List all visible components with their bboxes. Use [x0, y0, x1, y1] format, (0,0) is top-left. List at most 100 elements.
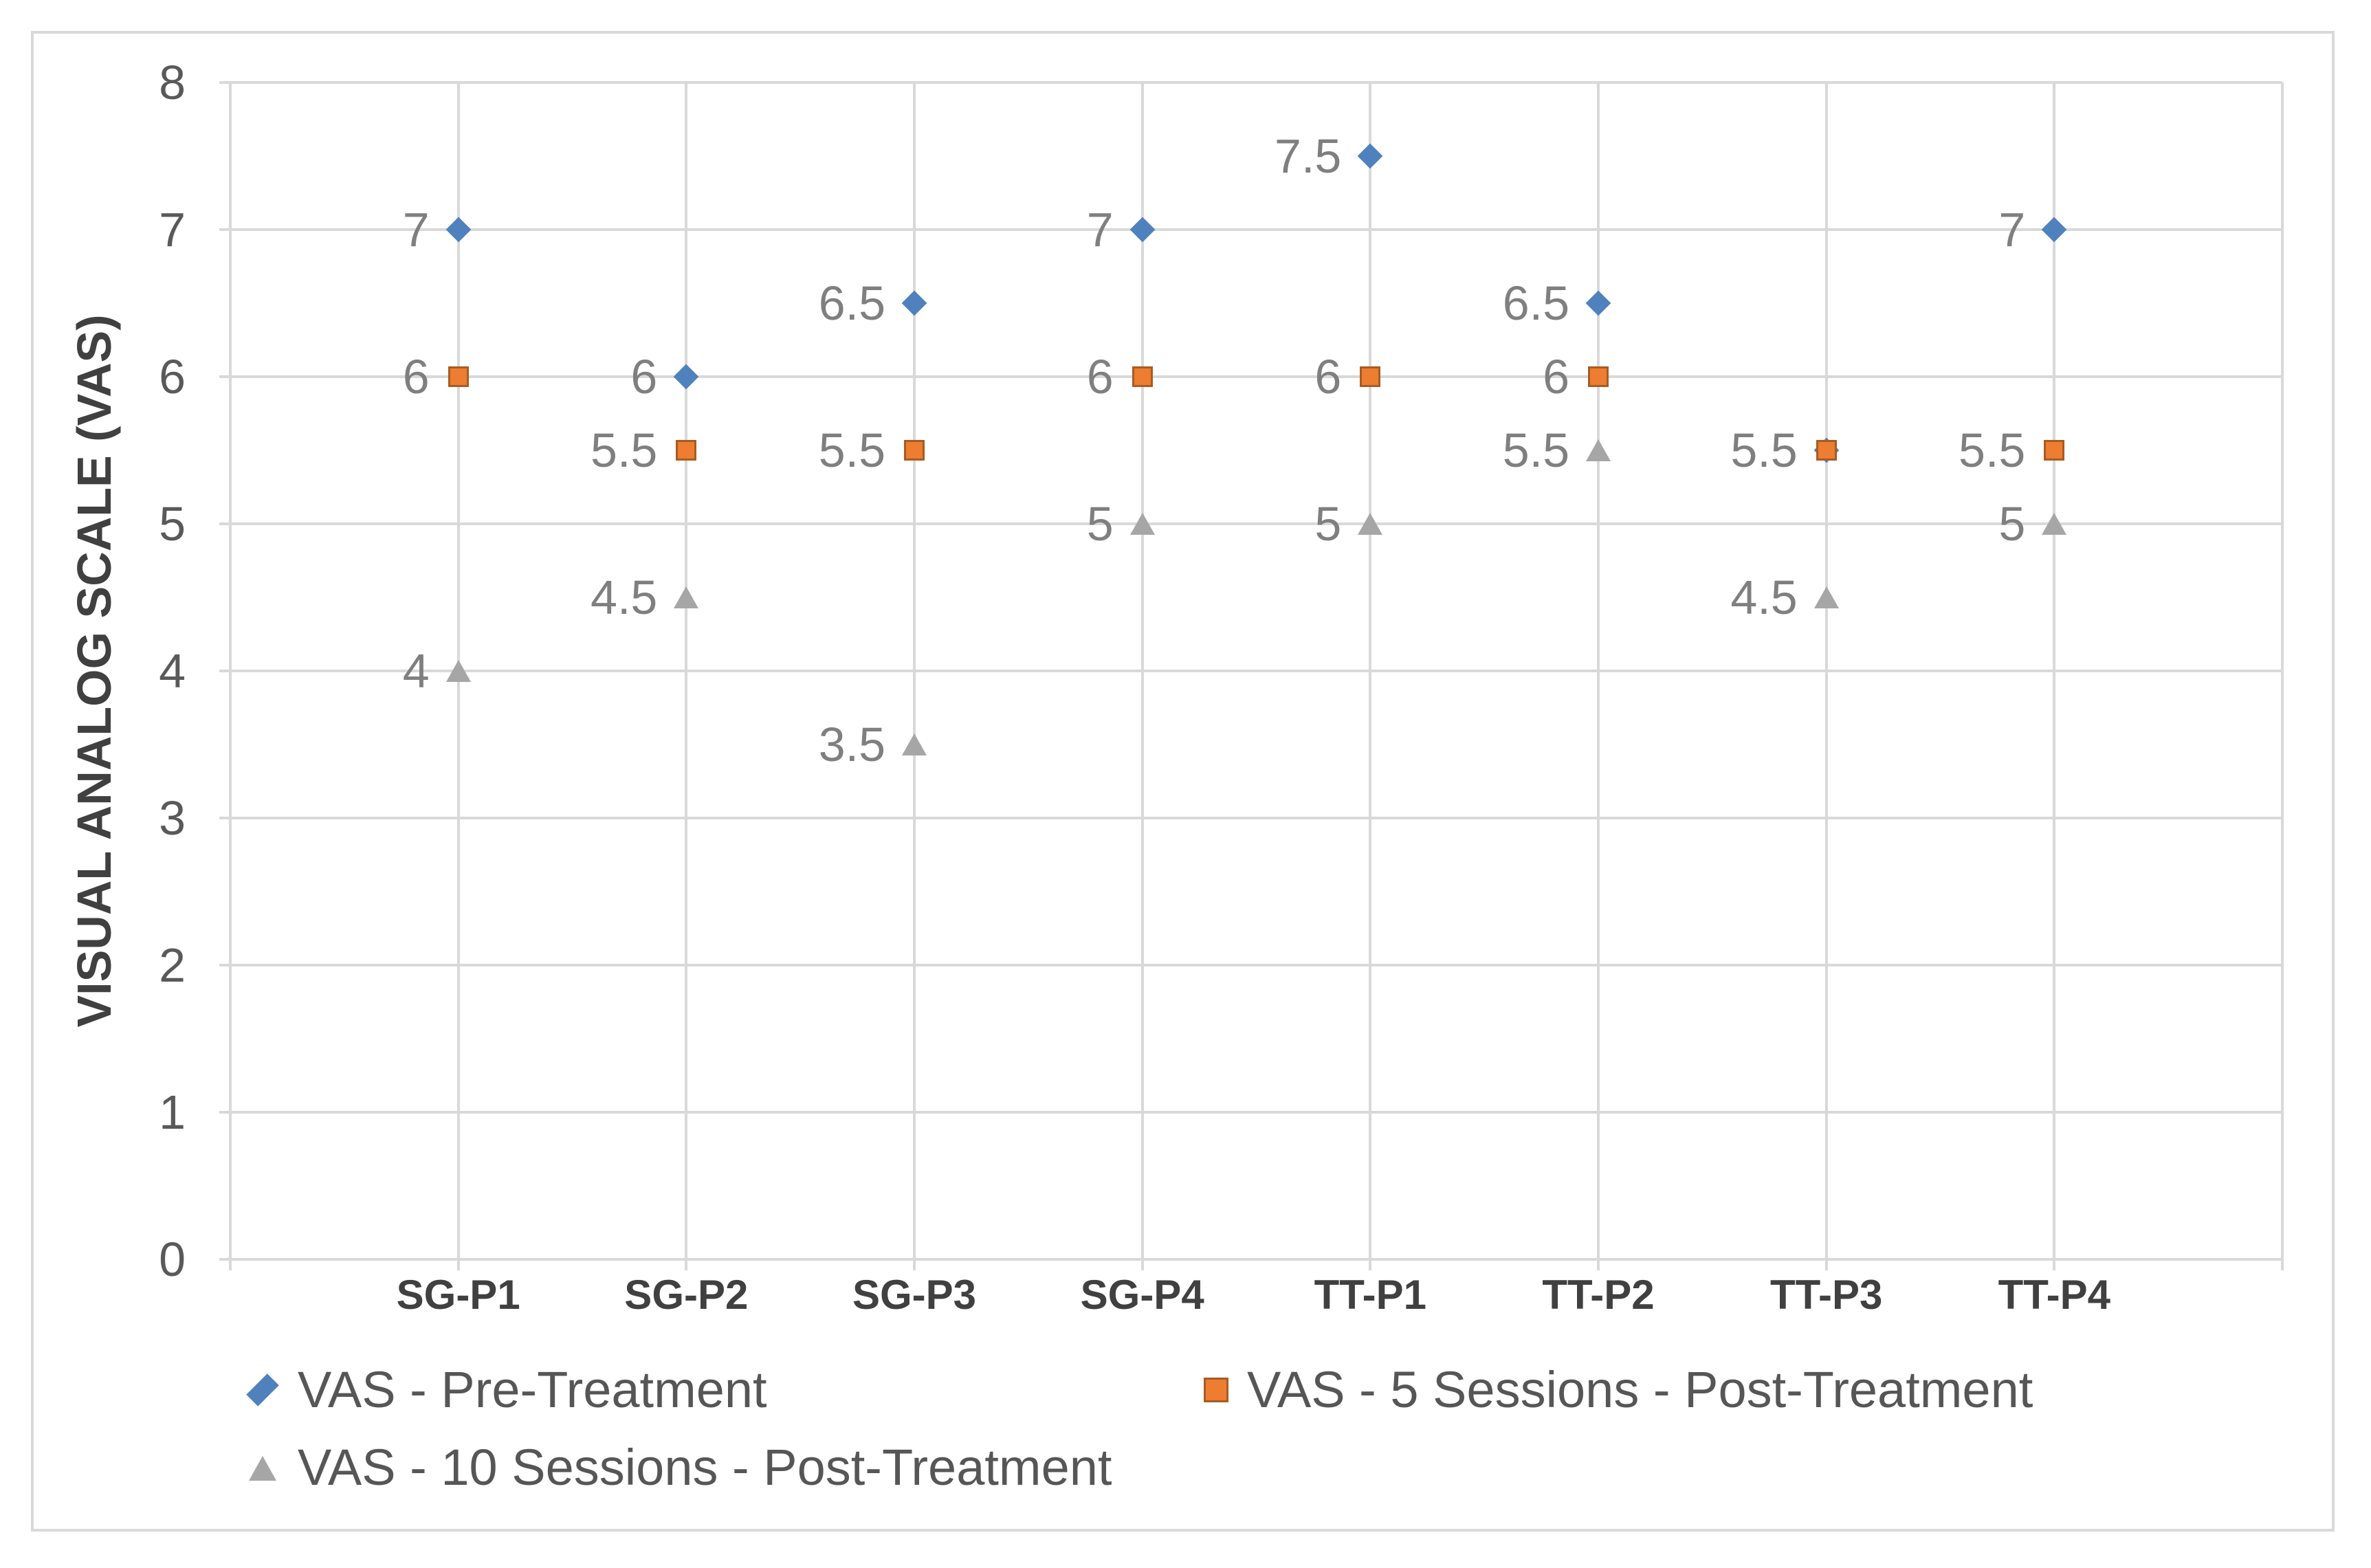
- data-label: 5.5: [818, 423, 885, 477]
- data-point-diamond: [901, 290, 927, 316]
- y-tick-label: 1: [159, 1085, 186, 1139]
- v-gridline: [685, 82, 688, 1259]
- x-tick-mark: [913, 1259, 916, 1270]
- x-tick-mark: [1369, 1259, 1372, 1270]
- x-tick-mark: [1140, 1259, 1144, 1270]
- data-point-triangle: [1586, 439, 1611, 461]
- x-tick-mark: [1824, 1259, 1828, 1270]
- v-gridline: [2053, 82, 2056, 1259]
- v-gridline: [1597, 82, 1600, 1259]
- v-gridline: [913, 82, 916, 1259]
- y-tick-mark: [219, 964, 230, 967]
- data-point-diamond: [445, 217, 472, 243]
- legend-square-icon: [1204, 1378, 1228, 1402]
- data-point-square: [2044, 440, 2065, 461]
- data-point-square: [1132, 366, 1153, 387]
- data-point-square: [1360, 366, 1381, 387]
- x-category-label: SG-P2: [624, 1272, 749, 1318]
- data-label: 6: [1314, 350, 1342, 404]
- data-label: 5.5: [1502, 423, 1569, 477]
- chart-frame: [31, 31, 2335, 1532]
- data-point-square: [676, 440, 697, 461]
- data-label: 6: [1086, 350, 1114, 404]
- x-category-label: TT-P3: [1769, 1272, 1883, 1318]
- x-tick-mark: [2053, 1259, 2056, 1270]
- data-label: 7.5: [1275, 129, 1342, 183]
- data-label: 5.5: [591, 423, 658, 477]
- data-label: 5: [1998, 497, 2026, 551]
- v-gridline: [1369, 82, 1372, 1259]
- data-point-diamond: [2041, 217, 2067, 243]
- data-label: 6.5: [818, 276, 885, 330]
- y-tick-label: 5: [159, 497, 186, 551]
- x-tick-mark: [1597, 1259, 1600, 1270]
- data-label: 6: [1543, 350, 1569, 404]
- x-category-label: TT-P1: [1314, 1272, 1426, 1318]
- data-label: 6: [630, 350, 658, 404]
- y-tick-mark: [219, 1258, 230, 1261]
- x-category-label: SG-P4: [1080, 1272, 1204, 1318]
- h-gridline: [230, 228, 2282, 231]
- h-gridline: [230, 81, 2282, 84]
- y-tick-mark: [219, 228, 230, 231]
- data-point-triangle: [1813, 586, 1839, 608]
- data-point-diamond: [1357, 143, 1383, 169]
- h-gridline: [230, 817, 2282, 819]
- legend-label: VAS - 5 Sessions - Post-Treatment: [1247, 1361, 2033, 1418]
- x-category-label: SG-P1: [396, 1272, 520, 1318]
- data-point-square: [448, 366, 469, 387]
- data-point-square: [1588, 366, 1609, 387]
- data-label: 4: [402, 644, 430, 698]
- data-label: 5: [1086, 497, 1114, 551]
- data-point-triangle: [1358, 513, 1383, 535]
- y-tick-label: 2: [159, 938, 186, 992]
- data-point-triangle: [1129, 513, 1155, 535]
- h-gridline: [230, 964, 2282, 967]
- x-tick-mark: [2281, 1259, 2284, 1270]
- y-tick-mark: [219, 522, 230, 525]
- data-point-triangle: [674, 586, 699, 608]
- data-label: 6.5: [1502, 276, 1569, 330]
- legend-triangle-icon: [249, 1456, 276, 1481]
- h-gridline: [230, 375, 2282, 378]
- x-category-label: SG-P3: [852, 1272, 977, 1318]
- data-point-square: [904, 440, 925, 461]
- y-tick-label: 3: [159, 791, 186, 845]
- y-tick-label: 6: [159, 350, 186, 404]
- data-point-diamond: [673, 364, 699, 390]
- x-tick-mark: [685, 1259, 688, 1270]
- y-tick-mark: [219, 817, 230, 819]
- data-point-diamond: [1129, 217, 1156, 243]
- data-label: 3.5: [818, 718, 885, 771]
- data-label: 7: [1998, 203, 2026, 256]
- data-label: 5.5: [1730, 423, 1798, 477]
- data-label: 5.5: [1959, 423, 2026, 477]
- y-tick-mark: [219, 670, 230, 672]
- x-category-label: TT-P2: [1542, 1272, 1655, 1318]
- h-gridline: [230, 670, 2282, 672]
- v-gridline: [229, 82, 232, 1259]
- data-point-diamond: [1585, 290, 1611, 316]
- data-label: 4.5: [1730, 571, 1798, 624]
- y-tick-mark: [219, 1111, 230, 1114]
- y-tick-label: 8: [159, 56, 186, 109]
- y-tick-mark: [219, 81, 230, 84]
- data-label: 7: [1086, 203, 1114, 256]
- data-point-triangle: [445, 660, 471, 682]
- h-gridline: [230, 522, 2282, 525]
- x-tick-mark: [456, 1259, 460, 1270]
- data-point-triangle: [902, 733, 927, 755]
- v-gridline: [1824, 82, 1828, 1259]
- data-point-triangle: [2042, 513, 2067, 535]
- h-gridline: [230, 1258, 2282, 1261]
- data-label: 4.5: [591, 571, 658, 624]
- legend-label: VAS - 10 Sessions - Post-Treatment: [298, 1439, 1112, 1496]
- data-label: 5: [1314, 497, 1342, 551]
- v-gridline: [1140, 82, 1144, 1259]
- data-point-square: [1816, 440, 1837, 461]
- data-label: 7: [402, 203, 430, 256]
- x-category-label: TT-P4: [1998, 1272, 2110, 1318]
- legend-label: VAS - Pre-Treatment: [298, 1361, 767, 1418]
